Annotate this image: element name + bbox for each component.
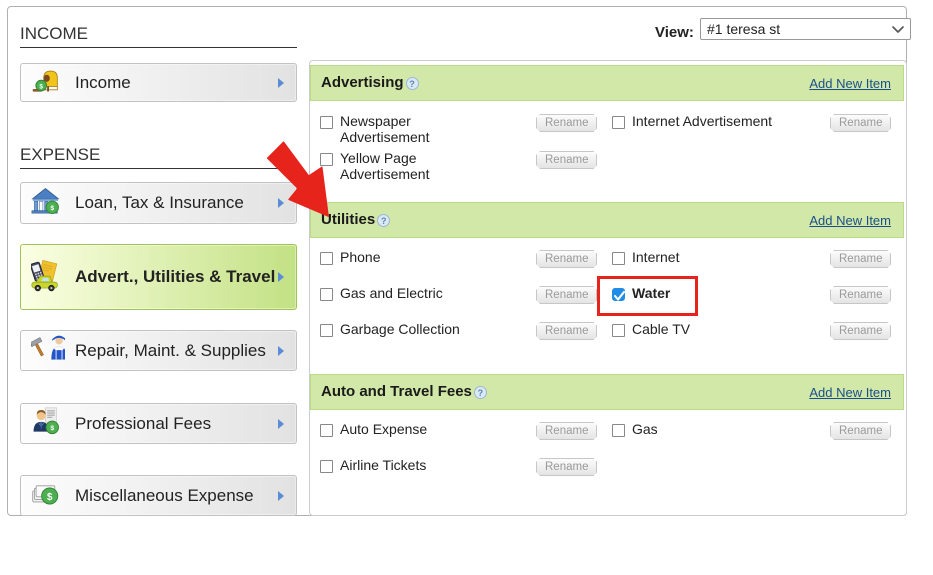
svg-text:$: $: [39, 83, 43, 90]
svg-text:$: $: [50, 205, 54, 212]
svg-text:$: $: [47, 491, 53, 502]
svg-text:$: $: [50, 425, 54, 432]
